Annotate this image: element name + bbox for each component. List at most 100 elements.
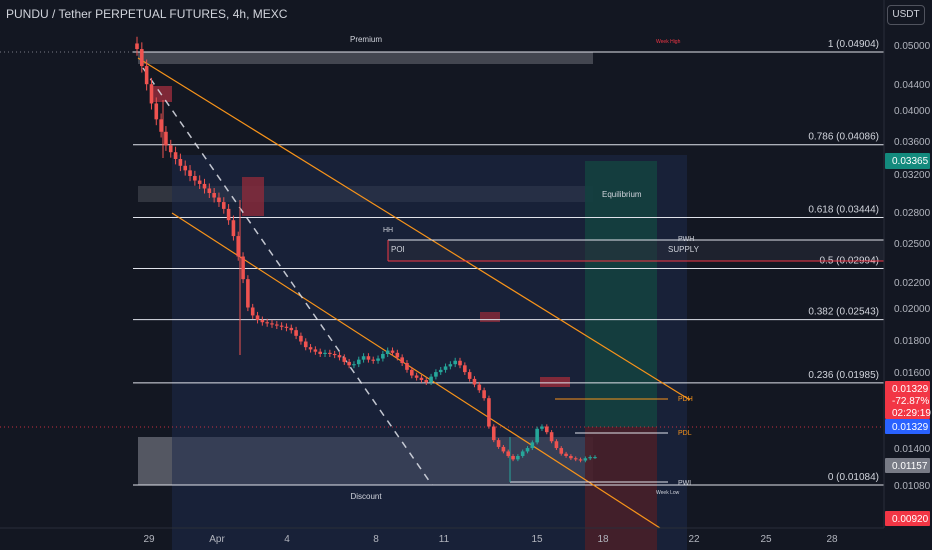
candle-body — [453, 360, 457, 365]
candle-body — [308, 347, 313, 350]
fib-label: 0.618 (0.03444) — [808, 204, 879, 215]
candle-body — [544, 426, 549, 433]
candle-body — [212, 193, 216, 198]
candle-body — [183, 165, 188, 171]
premium-zone — [138, 52, 593, 64]
candle-body — [323, 352, 327, 354]
candle-body — [236, 236, 241, 257]
price-tag — [885, 381, 930, 419]
candle-body — [284, 326, 289, 328]
candle-body — [332, 353, 337, 356]
candle-body — [255, 315, 260, 320]
candle-body — [352, 364, 356, 366]
candle-body — [197, 180, 202, 184]
candle-body — [458, 360, 462, 366]
x-tick-label: 15 — [531, 534, 543, 545]
candle-body — [434, 372, 438, 377]
candle-body — [535, 428, 539, 443]
chart-annotation: Week Low — [656, 490, 680, 496]
chart-annotation: Discount — [350, 492, 382, 501]
candle-body — [395, 352, 400, 358]
candle-body — [318, 351, 322, 354]
candle-body — [390, 350, 395, 353]
candle-body — [356, 359, 361, 365]
y-tick-label: 0.01600 — [894, 368, 931, 379]
supply-block-4 — [540, 377, 570, 387]
x-tick-label: 29 — [143, 534, 155, 545]
candle-body — [573, 458, 578, 460]
x-tick-label: Apr — [209, 534, 225, 545]
candle-body — [193, 176, 197, 181]
x-tick-label: 22 — [688, 534, 700, 545]
price-tag-label: 0.01157 — [892, 461, 928, 472]
candle-body — [501, 446, 506, 452]
x-tick-label: 11 — [439, 534, 450, 545]
chart-annotation: Premium — [350, 35, 382, 44]
candle-body — [559, 448, 564, 454]
fib-label: 1 (0.04904) — [828, 39, 879, 50]
long-target-zone — [585, 161, 657, 427]
y-tick-label: 0.02500 — [894, 239, 931, 250]
price-tag — [885, 419, 930, 434]
candle-body — [178, 159, 183, 166]
candle-body — [506, 451, 511, 456]
fib-label: 0.382 (0.02543) — [808, 307, 879, 318]
y-tick-label: 0.04000 — [894, 106, 931, 117]
candle-body — [429, 376, 433, 383]
y-tick-label: 0.01080 — [894, 481, 931, 492]
candle-body — [303, 341, 308, 348]
y-tick-label: 0.03200 — [894, 170, 931, 181]
candle-body — [443, 366, 448, 370]
candle-body — [207, 188, 212, 194]
candle-body — [241, 256, 245, 280]
candle-body — [265, 322, 269, 324]
candle-body — [448, 364, 453, 367]
candle-body — [149, 84, 154, 104]
chart-annotation: PDH — [678, 396, 693, 403]
price-tag-label: 0.01329 — [892, 384, 929, 395]
chart-annotation: PWL — [678, 480, 693, 487]
candle-body — [154, 103, 159, 120]
candle-body — [578, 459, 583, 461]
candle-body — [342, 357, 347, 362]
candle-body — [554, 441, 559, 449]
currency-button[interactable]: USDT — [887, 5, 925, 25]
price-tag-label: 0.01329 — [892, 422, 929, 433]
candle-body — [246, 279, 250, 308]
candle-body — [564, 453, 568, 456]
candle-body — [477, 384, 482, 391]
candle-body — [275, 324, 279, 326]
candle-body — [593, 457, 597, 459]
candle-body — [221, 202, 226, 209]
candle-body — [140, 49, 144, 67]
candle-body — [337, 355, 342, 358]
candle-body — [226, 208, 231, 221]
candle-body — [135, 43, 139, 50]
candle-body — [472, 378, 477, 385]
candle-body — [511, 455, 515, 460]
candle-body — [487, 398, 491, 427]
candle-body — [299, 335, 303, 342]
y-tick-label: 0.02200 — [894, 278, 931, 289]
price-tag-label: 0.00920 — [892, 514, 929, 525]
poi-zone — [388, 240, 884, 261]
y-tick-label: 0.04400 — [894, 80, 931, 91]
candle-body — [168, 145, 173, 153]
y-tick-label: 0.02800 — [894, 208, 931, 219]
candle-body — [381, 353, 385, 359]
candle-body — [361, 356, 366, 360]
candle-body — [144, 66, 149, 85]
candle-body — [424, 380, 429, 383]
candle-body — [491, 426, 496, 441]
candle-body — [520, 451, 525, 456]
candle-body — [260, 319, 265, 323]
candle-body — [414, 375, 419, 378]
x-tick-label: 8 — [373, 534, 379, 545]
chart-annotation: PWH — [678, 236, 694, 243]
chart-annotation: HH — [383, 227, 393, 234]
chart-title: PUNDU / Tether PERPETUAL FUTURES, 4h, ME… — [6, 7, 288, 21]
candle-body — [405, 363, 409, 370]
candle-body — [410, 369, 414, 376]
fib-label: 0.786 (0.04086) — [808, 132, 879, 143]
